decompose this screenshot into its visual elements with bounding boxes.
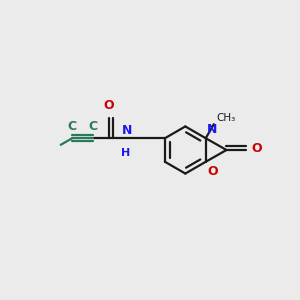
Text: N: N xyxy=(122,124,132,137)
Text: O: O xyxy=(208,165,218,178)
Text: N: N xyxy=(207,123,217,136)
Text: O: O xyxy=(104,99,114,112)
Text: C: C xyxy=(67,120,76,133)
Text: O: O xyxy=(251,142,262,155)
Text: H: H xyxy=(122,148,131,158)
Text: CH₃: CH₃ xyxy=(216,113,236,123)
Text: C: C xyxy=(89,120,98,133)
